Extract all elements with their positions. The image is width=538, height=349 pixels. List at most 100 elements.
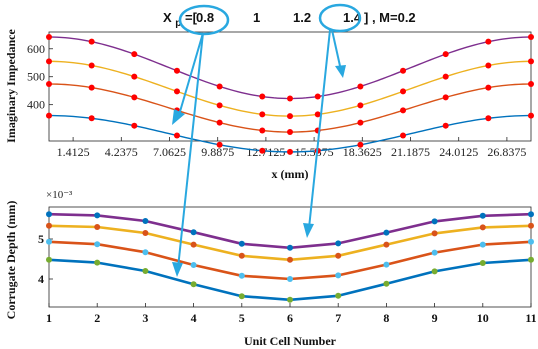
bottom-series-point-2 <box>46 222 52 229</box>
bottom-series-point-4 <box>46 256 52 263</box>
bottom-series-point-3 <box>94 241 101 248</box>
arrow-left-top-head <box>172 109 185 125</box>
chart-bottom-ylabel: Corrugate Depth (mm) <box>4 201 18 320</box>
bottom-series-point-4 <box>383 280 390 287</box>
bottom-xtick-label: 4 <box>191 311 197 325</box>
bottom-xtick-label: 9 <box>432 311 438 325</box>
top-series-point-4 <box>173 132 180 139</box>
bottom-xtick-label: 10 <box>477 311 489 325</box>
callout-ellipse-left <box>178 4 230 36</box>
top-series-point-2 <box>528 58 534 65</box>
top-series-point-1 <box>287 95 293 102</box>
bottom-series-point-1 <box>335 240 342 247</box>
chart-top-ylabel: Imaginary Impedance <box>4 28 18 142</box>
bottom-series-point-3 <box>431 249 438 256</box>
top-series-point-4 <box>442 122 449 129</box>
top-series-point-1 <box>173 67 180 74</box>
top-series-point-3 <box>131 94 138 101</box>
top-series-point-2 <box>173 88 180 95</box>
top-xtick-label: 15.5375 <box>295 145 334 159</box>
top-ytick-label: 600 <box>27 42 45 56</box>
bottom-xtick-label: 11 <box>525 311 536 325</box>
top-xtick-label: 18.3625 <box>343 145 382 159</box>
top-xtick-label: 7.0625 <box>153 145 186 159</box>
top-series-point-4 <box>485 115 492 122</box>
bottom-series-point-4 <box>528 256 534 263</box>
bottom-series-point-2 <box>528 222 534 229</box>
top-series-point-1 <box>131 51 138 58</box>
top-series-point-3 <box>216 119 223 126</box>
top-xtick-label: 9.8875 <box>201 145 234 159</box>
chart-bottom: 45 1 2 3 4 5 6 7 8 9 10 11 ×10⁻³ Unit Cell Number … <box>4 189 537 348</box>
top-series-point-3 <box>46 80 52 87</box>
bottom-series-point-2 <box>431 230 438 237</box>
top-series-point-4 <box>88 115 95 122</box>
bottom-series-point-4 <box>287 296 293 303</box>
bottom-xtick-label: 6 <box>287 311 293 325</box>
header-sub: p <box>175 18 181 29</box>
top-series-point-4 <box>259 147 266 154</box>
bottom-series-point-3 <box>287 276 293 282</box>
top-series-point-2 <box>259 111 266 118</box>
annotations <box>172 3 362 277</box>
top-series-point-1 <box>528 34 534 41</box>
bottom-series-point-1 <box>431 218 438 225</box>
bottom-series-point-4 <box>238 293 245 300</box>
header-suffix: ] , M=0.2 <box>364 10 416 25</box>
bottom-series-point-2 <box>190 241 197 248</box>
bottom-series-point-4 <box>94 259 101 266</box>
bottom-series-point-2 <box>142 230 149 236</box>
top-series-point-3 <box>528 80 534 87</box>
bottom-series-point-4 <box>479 260 486 266</box>
chart-top: 400 500 600 1.4125 4.2375 7.0625 9.8875 12.712… <box>4 28 534 181</box>
arrow-left-bottom <box>177 32 204 269</box>
top-series-point-3 <box>485 84 492 91</box>
bottom-series-point-3 <box>46 238 52 245</box>
top-xtick-label: 21.1875 <box>391 145 430 159</box>
top-series-point-4 <box>357 141 364 148</box>
bottom-xtick-label: 8 <box>383 311 389 325</box>
arrow-left-top <box>178 32 204 116</box>
top-series-point-2 <box>131 73 138 80</box>
bottom-series-point-4 <box>142 268 149 274</box>
bottom-xtick-label: 5 <box>239 311 245 325</box>
top-series-point-4 <box>46 112 52 119</box>
top-series-point-4 <box>287 148 293 155</box>
top-series-point-4 <box>131 122 138 129</box>
bottom-series-point-1 <box>190 229 197 236</box>
bottom-series-point-1 <box>528 211 534 218</box>
bottom-series-point-1 <box>479 212 486 219</box>
arrow-right-top <box>331 29 341 67</box>
top-xtick-label: 12.7125 <box>246 145 285 159</box>
bottom-series-point-3 <box>190 262 197 268</box>
top-series-point-3 <box>400 107 407 114</box>
bottom-series-point-2 <box>383 241 390 248</box>
top-series-point-2 <box>485 62 492 69</box>
bottom-series-point-1 <box>46 211 52 218</box>
top-xtick-label: 4.2375 <box>105 145 138 159</box>
bottom-series-point-2 <box>479 224 486 231</box>
header-value-1: 0.8 <box>196 10 214 25</box>
top-ytick-label: 400 <box>27 98 45 112</box>
chart-top-xlabel: x (mm) <box>272 167 309 181</box>
bottom-series-point-3 <box>335 272 342 279</box>
top-series-point-1 <box>357 83 364 90</box>
top-series-point-1 <box>314 93 321 100</box>
bottom-series-point-3 <box>142 249 149 256</box>
top-xtick-label: 24.0125 <box>439 145 478 159</box>
header-equation: X p =[ 0.8 1 1.2 1.4 ] , M=0.2 <box>163 10 416 29</box>
bottom-series-point-3 <box>528 238 534 245</box>
top-series-point-3 <box>88 84 95 91</box>
top-series-point-1 <box>46 34 52 41</box>
top-series-point-3 <box>357 119 364 126</box>
top-series-point-3 <box>259 127 266 134</box>
bottom-ytick-label: 4 <box>38 272 44 286</box>
bottom-series-point-2 <box>94 224 101 230</box>
top-series-point-1 <box>88 38 95 45</box>
top-series-point-4 <box>216 141 223 148</box>
top-series-point-2 <box>287 113 293 120</box>
bottom-series-point-1 <box>142 218 149 224</box>
top-series-point-2 <box>216 102 223 109</box>
bottom-series-point-1 <box>94 212 101 219</box>
